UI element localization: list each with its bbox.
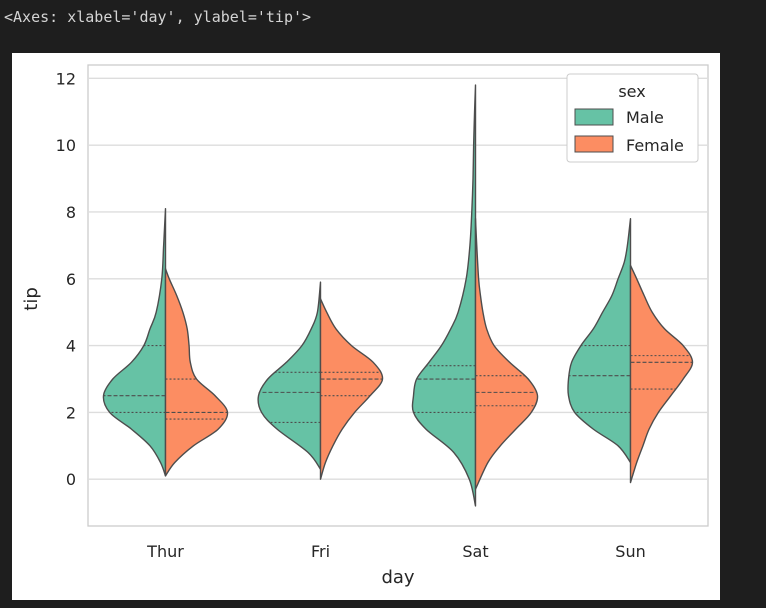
legend-title: sex [618,82,645,101]
violin-male-fri [257,281,322,470]
violin-female-thur [164,268,229,477]
legend: sex Male Female [566,73,699,163]
x-axis-label: day [381,567,414,588]
y-tick-label: 8 [66,203,76,222]
legend-swatch-male [574,108,614,126]
violin-chart: 0 2 4 6 8 10 12 Thur Fri Sat Sun tip day sex Male… [21,64,709,588]
figure: 0 2 4 6 8 10 12 Thur Fri Sat Sun tip day sex Male… [12,53,720,600]
violin-female-fri [319,298,384,480]
y-tick-label: 4 [66,337,76,356]
violin-female-sat [474,217,539,490]
violin-male-sat [411,84,477,507]
x-tick-label: Fri [311,542,330,561]
x-tick-label: Sun [615,542,645,561]
legend-swatch-female [574,135,614,153]
y-tick-label: 6 [66,270,76,289]
legend-label-female: Female [626,136,684,155]
y-tick-label: 0 [66,470,76,489]
x-tick-label: Thur [146,542,184,561]
cell-output-text: <Axes: xlabel='day', ylabel='tip'> [4,8,312,26]
legend-label-male: Male [626,108,664,127]
x-tick-label: Sat [462,542,488,561]
violin-female-sun [629,264,694,484]
violin-male-thur [102,207,167,477]
y-tick-label: 2 [66,403,76,422]
y-tick-label: 12 [56,69,76,88]
y-axis-label: tip [21,287,42,310]
y-tick-label: 10 [56,136,76,155]
